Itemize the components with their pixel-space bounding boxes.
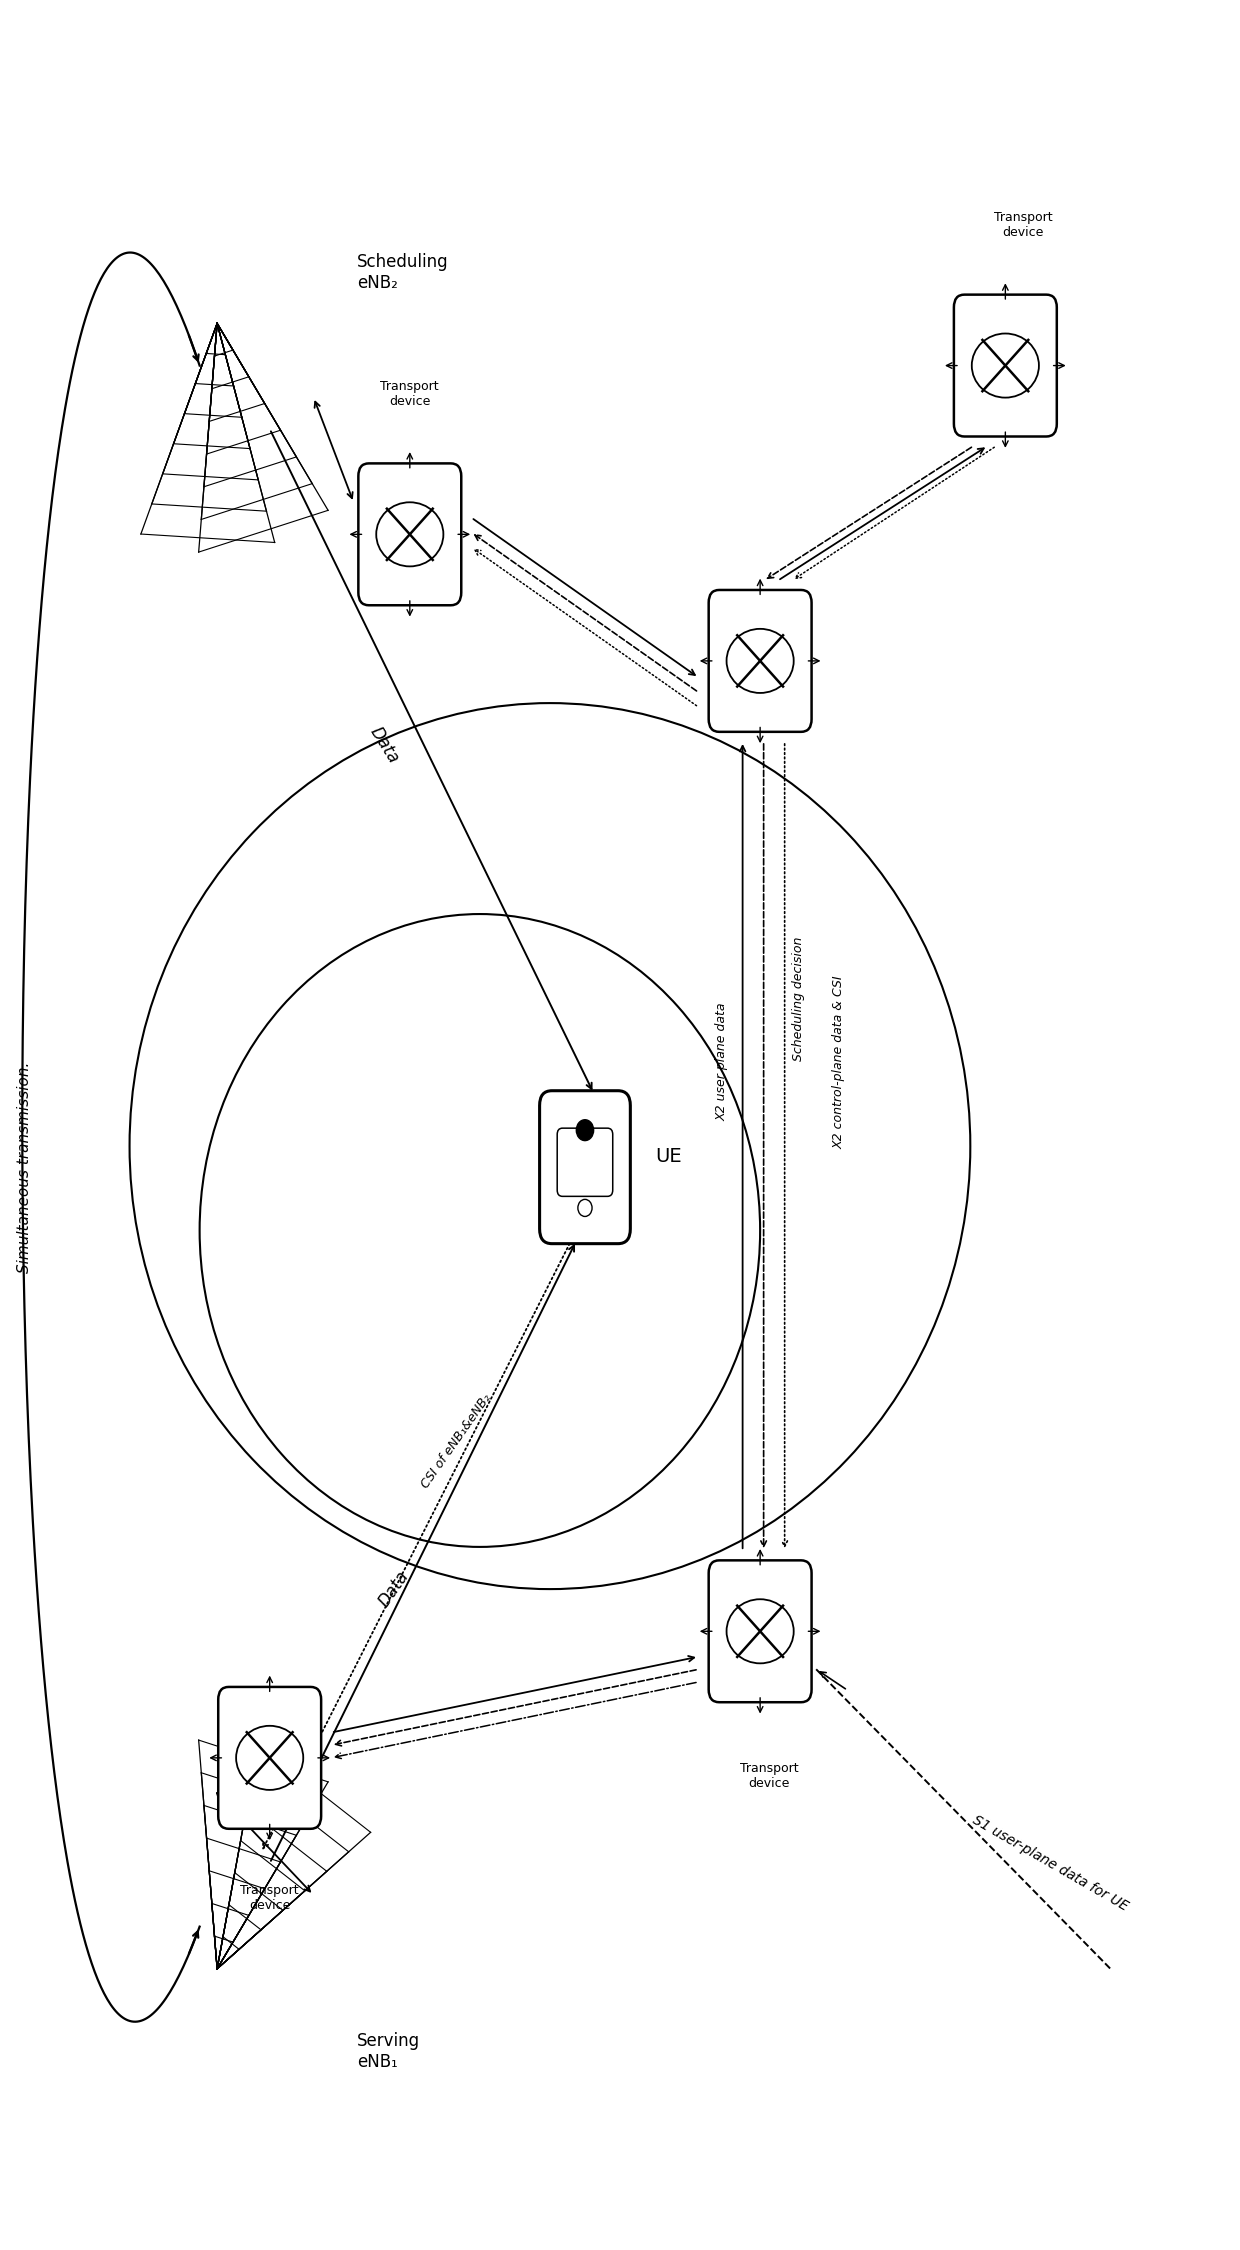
- Text: Transport
device: Transport device: [993, 212, 1053, 238]
- Text: Simultaneous transmission.: Simultaneous transmission.: [17, 1062, 32, 1274]
- Text: UE: UE: [655, 1148, 682, 1166]
- Ellipse shape: [727, 1600, 794, 1663]
- Text: Scheduling
eNB₂: Scheduling eNB₂: [357, 252, 449, 292]
- Ellipse shape: [236, 1726, 304, 1791]
- FancyBboxPatch shape: [218, 1688, 321, 1829]
- Circle shape: [578, 1199, 591, 1217]
- FancyBboxPatch shape: [557, 1127, 613, 1197]
- Text: Data: Data: [374, 1568, 413, 1611]
- Text: X2 user plane data: X2 user plane data: [715, 1004, 728, 1120]
- Text: CSI of eNB₁&eNB₂: CSI of eNB₁&eNB₂: [419, 1393, 494, 1492]
- Text: Transport
device: Transport device: [241, 1886, 299, 1912]
- Ellipse shape: [727, 628, 794, 693]
- Text: Data: Data: [366, 724, 402, 767]
- FancyBboxPatch shape: [709, 590, 811, 731]
- Text: X2 control-plane data & CSI: X2 control-plane data & CSI: [832, 974, 846, 1148]
- FancyBboxPatch shape: [709, 1559, 811, 1703]
- Text: S1 user-plane data for UE: S1 user-plane data for UE: [971, 1814, 1131, 1915]
- Text: Serving
eNB₁: Serving eNB₁: [357, 2032, 420, 2070]
- Text: Transport
device: Transport device: [381, 380, 439, 407]
- FancyBboxPatch shape: [358, 464, 461, 605]
- FancyBboxPatch shape: [539, 1091, 630, 1244]
- Ellipse shape: [972, 333, 1039, 398]
- Text: Scheduling decision: Scheduling decision: [792, 936, 805, 1060]
- Circle shape: [577, 1120, 594, 1141]
- FancyBboxPatch shape: [954, 295, 1056, 436]
- Ellipse shape: [376, 502, 444, 567]
- Text: Transport
device: Transport device: [739, 1762, 799, 1791]
